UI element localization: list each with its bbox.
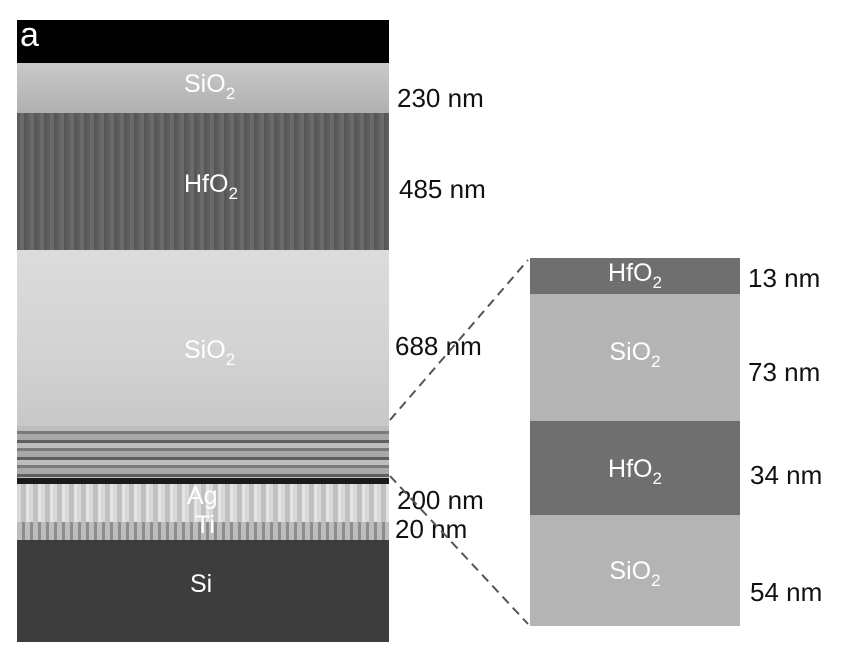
zoom-label-2: SiO2 [609, 338, 661, 371]
zoom-thickness-4: 54 nm [750, 577, 823, 607]
zoom-thickness-1: 13 nm [748, 263, 821, 293]
zoom-layer-1: HfO2 [530, 258, 740, 294]
layer-si [17, 540, 389, 642]
thickness-ti: 20 nm [395, 514, 468, 544]
top-black-band [17, 20, 389, 63]
label-ti: Ti [195, 511, 215, 539]
label-sio2-mid: SiO2 [184, 336, 236, 369]
thickness-sio2-top: 230 nm [397, 83, 484, 113]
zoom-schematic: HfO2 SiO2 HfO2 SiO2 [530, 258, 740, 626]
thickness-sio2-mid: 688 nm [395, 331, 482, 361]
zoom-label-3: HfO2 [608, 455, 662, 488]
zoom-layer-3: HfO2 [530, 421, 740, 515]
zoom-line-bottom [389, 475, 529, 625]
label-sio2-top: SiO2 [184, 70, 236, 103]
zoom-line-top [389, 259, 529, 421]
dark-interface [17, 478, 389, 484]
zoom-layer-4: SiO2 [530, 515, 740, 626]
sem-cross-section: a SiO2 HfO2 SiO2 Ag Ti Si [17, 20, 389, 642]
label-si: Si [190, 570, 213, 598]
label-hfo2: HfO2 [184, 170, 238, 203]
layer-sio2-mid [17, 250, 389, 426]
layer-ag [17, 484, 389, 522]
thickness-hfo2: 485 nm [399, 174, 486, 204]
zoom-thickness-2: 73 nm [748, 357, 821, 387]
layer-sio2-top [17, 63, 389, 113]
layer-hfo2 [17, 113, 389, 250]
label-ag: Ag [187, 482, 218, 510]
multilayer-stripes [17, 426, 389, 478]
panel-letter: a [20, 20, 39, 54]
zoom-thickness-3: 34 nm [750, 460, 823, 490]
zoom-label-4: SiO2 [609, 557, 661, 590]
layer-ti [17, 522, 389, 540]
zoom-layer-2: SiO2 [530, 294, 740, 421]
zoom-label-1: HfO2 [608, 259, 662, 292]
